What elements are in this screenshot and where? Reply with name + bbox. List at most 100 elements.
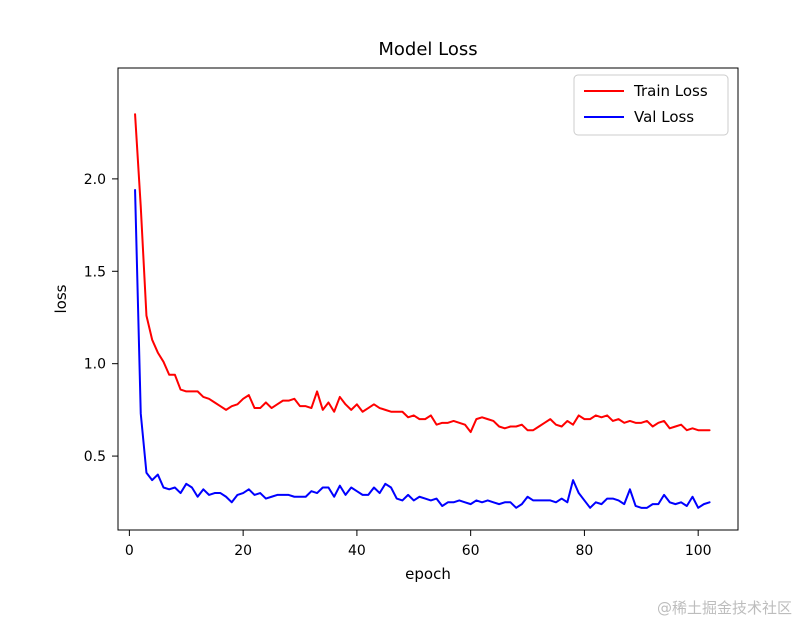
train-loss-point-25 xyxy=(271,407,273,409)
val-loss-point-32 xyxy=(311,490,313,492)
x-ticks: 0 20 40 60 80 100 xyxy=(125,530,712,559)
val-loss-point-36 xyxy=(333,496,335,498)
train-loss-point-7 xyxy=(168,374,170,376)
train-loss-point-92 xyxy=(652,426,654,428)
val-loss-point-49 xyxy=(407,494,409,496)
y-axis-label: loss xyxy=(52,284,70,313)
train-loss-point-37 xyxy=(339,396,341,398)
train-loss-point-1 xyxy=(134,113,136,115)
val-loss-point-88 xyxy=(629,489,631,491)
val-loss-point-61 xyxy=(476,500,478,502)
train-loss-point-102 xyxy=(709,429,711,431)
train-loss-point-89 xyxy=(635,422,637,424)
val-loss-point-77 xyxy=(567,501,569,503)
train-loss-point-77 xyxy=(567,420,569,422)
val-loss-point-21 xyxy=(248,489,250,491)
train-loss-point-91 xyxy=(646,420,648,422)
val-loss-point-63 xyxy=(487,500,489,502)
train-loss-point-11 xyxy=(191,391,193,393)
val-loss-point-85 xyxy=(612,498,614,500)
val-loss-point-51 xyxy=(419,496,421,498)
train-loss-point-88 xyxy=(629,420,631,422)
train-loss-point-10 xyxy=(185,391,187,393)
val-loss-point-4 xyxy=(151,479,153,481)
val-loss-point-74 xyxy=(549,500,551,502)
y-tick-label-2: 1.5 xyxy=(84,264,106,280)
val-loss-point-79 xyxy=(578,492,580,494)
train-loss-point-56 xyxy=(447,422,449,424)
train-loss-point-101 xyxy=(703,429,705,431)
train-loss-point-33 xyxy=(316,391,318,393)
train-loss-point-21 xyxy=(248,394,250,396)
val-loss-point-7 xyxy=(168,489,170,491)
train-loss-point-38 xyxy=(345,404,347,406)
train-loss-point-63 xyxy=(487,418,489,420)
x-tick-label-2: 40 xyxy=(348,543,366,559)
val-loss-point-2 xyxy=(140,413,142,415)
train-loss-point-50 xyxy=(413,415,415,417)
train-loss-point-81 xyxy=(589,418,591,420)
val-loss-point-23 xyxy=(259,492,261,494)
train-loss-point-78 xyxy=(572,424,574,426)
train-loss-point-40 xyxy=(356,404,358,406)
x-tick-label-5: 100 xyxy=(685,543,712,559)
val-loss-point-8 xyxy=(174,487,176,489)
val-loss-point-95 xyxy=(669,501,671,503)
legend-train-label: Train Loss xyxy=(633,82,708,100)
train-loss-point-29 xyxy=(294,398,296,400)
train-loss-point-41 xyxy=(362,411,364,413)
val-loss-point-62 xyxy=(481,501,483,503)
val-loss-point-53 xyxy=(430,500,432,502)
legend: Train Loss Val Loss xyxy=(573,74,729,136)
val-loss-point-60 xyxy=(470,503,472,505)
train-loss-point-48 xyxy=(402,411,404,413)
train-loss-point-87 xyxy=(623,422,625,424)
val-loss-point-17 xyxy=(225,496,227,498)
x-tick-label-4: 80 xyxy=(576,543,594,559)
val-loss-point-80 xyxy=(584,500,586,502)
val-loss-point-12 xyxy=(197,496,199,498)
train-loss-point-66 xyxy=(504,428,506,430)
chart-title: Model Loss xyxy=(378,39,477,60)
val-loss-point-18 xyxy=(231,501,233,503)
val-loss-line xyxy=(134,188,711,509)
train-loss-point-75 xyxy=(555,424,557,426)
x-axis-label: epoch xyxy=(405,565,451,583)
val-loss-point-46 xyxy=(390,487,392,489)
train-loss-point-95 xyxy=(669,428,671,430)
train-loss-point-93 xyxy=(658,422,660,424)
train-loss-point-35 xyxy=(328,402,330,404)
val-loss-point-56 xyxy=(447,501,449,503)
train-loss-point-36 xyxy=(333,411,335,413)
val-loss-point-76 xyxy=(561,498,563,500)
val-loss-point-97 xyxy=(680,501,682,503)
train-loss-point-31 xyxy=(305,405,307,407)
train-loss-point-79 xyxy=(578,415,580,417)
val-loss-point-71 xyxy=(532,500,534,502)
train-loss-point-64 xyxy=(493,420,495,422)
train-loss-point-16 xyxy=(220,405,222,407)
val-loss-point-15 xyxy=(214,492,216,494)
train-loss-point-71 xyxy=(532,429,534,431)
train-loss-point-76 xyxy=(561,426,563,428)
val-loss-point-5 xyxy=(157,474,159,476)
val-loss-point-86 xyxy=(618,500,620,502)
val-loss-point-54 xyxy=(436,498,438,500)
val-loss-point-83 xyxy=(601,503,603,505)
train-loss-point-94 xyxy=(663,420,665,422)
val-loss-point-64 xyxy=(493,501,495,503)
train-loss-point-17 xyxy=(225,409,227,411)
train-loss-point-82 xyxy=(595,415,597,417)
val-loss-point-19 xyxy=(237,494,239,496)
val-loss-point-44 xyxy=(379,492,381,494)
train-loss-point-4 xyxy=(151,339,153,341)
series-layer xyxy=(134,113,711,509)
train-loss-point-100 xyxy=(697,429,699,431)
val-loss-point-75 xyxy=(555,501,557,503)
train-loss-point-74 xyxy=(549,418,551,420)
train-loss-point-6 xyxy=(163,361,165,363)
val-loss-point-89 xyxy=(635,505,637,507)
val-loss-point-26 xyxy=(276,494,278,496)
train-loss-point-83 xyxy=(601,416,603,418)
